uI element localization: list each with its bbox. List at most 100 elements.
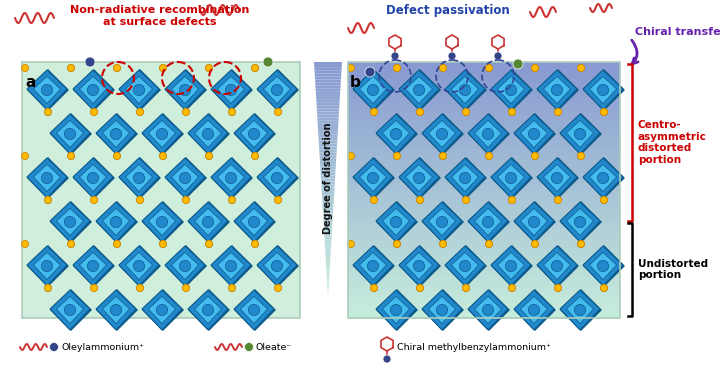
Polygon shape — [451, 253, 479, 280]
Polygon shape — [322, 190, 334, 193]
Circle shape — [68, 241, 74, 247]
Bar — [348, 132, 620, 135]
Circle shape — [137, 284, 143, 292]
Polygon shape — [188, 113, 230, 155]
Bar — [348, 62, 620, 65]
Bar — [348, 280, 620, 282]
Circle shape — [114, 241, 120, 247]
Polygon shape — [399, 158, 439, 198]
Polygon shape — [560, 201, 602, 243]
Polygon shape — [314, 65, 342, 68]
Bar — [348, 88, 620, 90]
Bar — [22, 62, 300, 318]
Circle shape — [439, 153, 446, 160]
Circle shape — [274, 108, 282, 115]
Polygon shape — [33, 253, 60, 280]
Circle shape — [45, 196, 52, 204]
Circle shape — [245, 342, 253, 351]
Polygon shape — [325, 237, 331, 240]
Circle shape — [531, 153, 539, 160]
Bar — [348, 246, 620, 248]
Circle shape — [528, 304, 539, 316]
Circle shape — [137, 108, 143, 115]
Polygon shape — [240, 120, 268, 147]
Circle shape — [45, 284, 52, 292]
Polygon shape — [353, 157, 395, 199]
Circle shape — [413, 172, 425, 184]
Polygon shape — [468, 202, 508, 242]
Circle shape — [575, 216, 585, 228]
Circle shape — [50, 342, 58, 351]
Polygon shape — [320, 173, 336, 176]
Circle shape — [251, 241, 258, 247]
Text: Undistorted
portion: Undistorted portion — [638, 258, 708, 280]
Bar — [348, 307, 620, 310]
Polygon shape — [96, 201, 138, 243]
Polygon shape — [353, 70, 393, 110]
Circle shape — [413, 260, 425, 272]
Polygon shape — [491, 158, 531, 198]
Polygon shape — [125, 164, 153, 192]
Circle shape — [436, 128, 448, 139]
Bar — [348, 301, 620, 304]
Circle shape — [251, 153, 258, 160]
Circle shape — [531, 241, 539, 247]
Bar — [348, 288, 620, 291]
Circle shape — [179, 84, 191, 96]
Circle shape — [91, 108, 97, 115]
Polygon shape — [327, 277, 329, 280]
Polygon shape — [399, 69, 441, 111]
Bar — [348, 135, 620, 137]
Polygon shape — [320, 164, 336, 167]
Bar — [348, 143, 620, 146]
Circle shape — [371, 196, 377, 204]
Bar — [348, 113, 620, 116]
Bar — [348, 94, 620, 97]
Circle shape — [439, 153, 446, 160]
Polygon shape — [119, 70, 159, 110]
Circle shape — [365, 67, 375, 77]
Bar — [348, 128, 620, 131]
Polygon shape — [491, 245, 533, 287]
Polygon shape — [79, 164, 107, 192]
Bar — [348, 145, 620, 148]
Polygon shape — [328, 283, 329, 286]
Polygon shape — [318, 123, 338, 126]
Polygon shape — [514, 202, 554, 242]
Polygon shape — [73, 246, 113, 286]
Bar — [348, 98, 620, 101]
Circle shape — [394, 241, 400, 247]
Circle shape — [205, 153, 212, 160]
Polygon shape — [142, 290, 182, 330]
Circle shape — [68, 65, 74, 72]
Bar — [348, 179, 620, 182]
Polygon shape — [327, 274, 329, 277]
Bar — [348, 75, 620, 77]
Polygon shape — [211, 245, 253, 287]
Polygon shape — [240, 296, 268, 324]
Polygon shape — [102, 208, 130, 235]
Polygon shape — [319, 141, 337, 143]
Bar — [348, 186, 620, 188]
Polygon shape — [325, 243, 331, 246]
Polygon shape — [234, 202, 274, 242]
Text: Chiral transfer: Chiral transfer — [635, 27, 720, 37]
Polygon shape — [544, 164, 571, 192]
Circle shape — [416, 196, 423, 204]
Polygon shape — [319, 146, 337, 149]
Text: b: b — [350, 75, 361, 90]
Circle shape — [390, 304, 402, 316]
Circle shape — [274, 196, 282, 204]
Circle shape — [160, 241, 166, 247]
Polygon shape — [382, 120, 410, 147]
Polygon shape — [142, 289, 184, 331]
Polygon shape — [359, 253, 387, 280]
Bar — [348, 147, 620, 150]
Polygon shape — [468, 290, 508, 330]
Polygon shape — [544, 253, 571, 280]
Polygon shape — [560, 290, 600, 330]
Polygon shape — [445, 246, 485, 286]
Polygon shape — [544, 76, 571, 104]
Circle shape — [225, 84, 237, 96]
Polygon shape — [399, 246, 439, 286]
